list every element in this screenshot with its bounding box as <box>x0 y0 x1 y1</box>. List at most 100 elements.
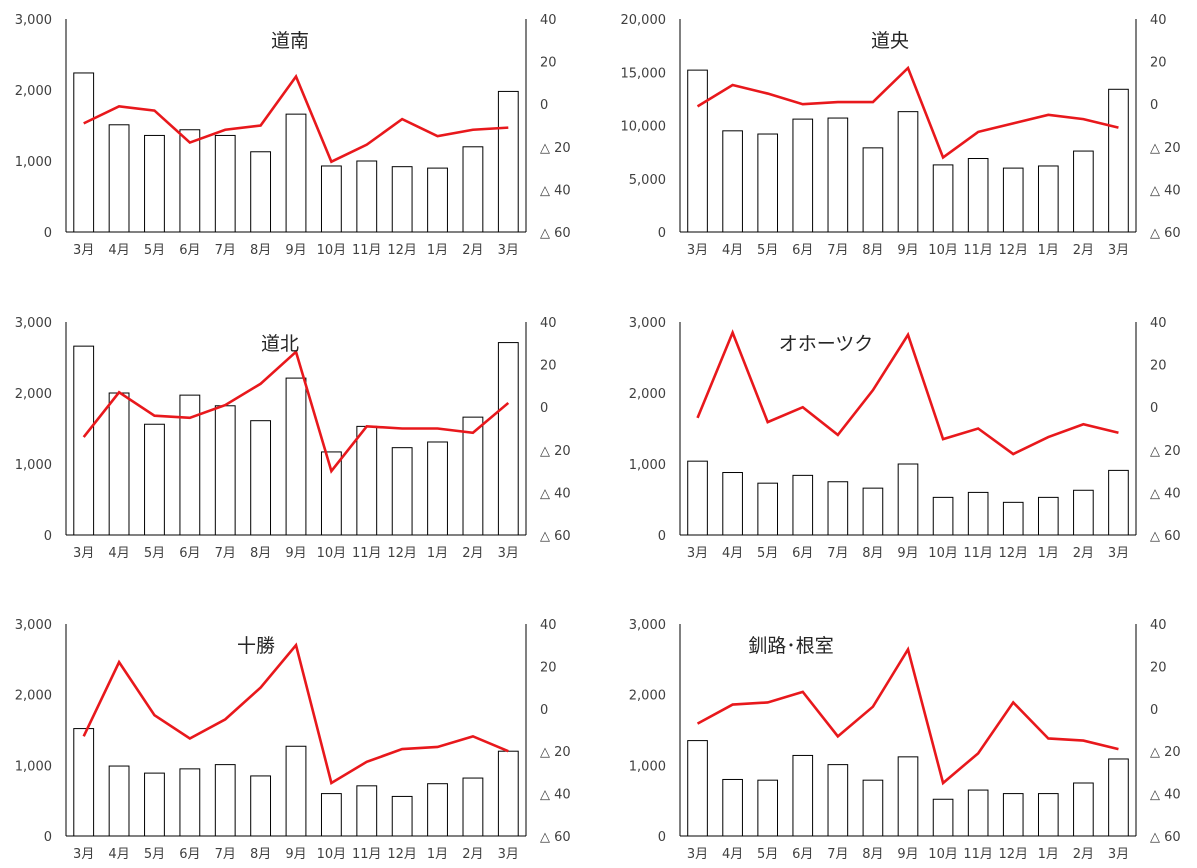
bar <box>862 779 884 837</box>
y2-tick-label: △ 20 <box>540 444 571 459</box>
x-tick-label: 11月 <box>352 546 382 561</box>
bar <box>497 342 519 536</box>
bar <box>897 756 919 837</box>
y2-tick-label: △ 20 <box>1150 444 1181 459</box>
x-tick-label: 6月 <box>179 243 200 258</box>
change-rate-line <box>696 65 1119 160</box>
x-tick-label: 6月 <box>792 243 813 258</box>
y-tick-label: 3,000 <box>15 13 52 28</box>
bar <box>862 487 884 536</box>
y2-tick-label: △ 20 <box>540 745 571 760</box>
y2-tick-label: △ 60 <box>540 226 571 241</box>
y2-tick-label: △ 40 <box>1150 788 1181 803</box>
bar <box>356 785 378 837</box>
change-rate-line <box>696 329 1119 456</box>
chart-title: 道南 <box>271 30 309 52</box>
chart-panel: 0 1,000 2,000 3,000 △ 60 △ 40 △ 20 0 20 40 3月 4月 5月 6… <box>15 13 571 258</box>
bar <box>862 147 884 233</box>
x-tick-label: 12月 <box>998 243 1028 258</box>
bar <box>320 793 342 837</box>
y2-tick-label: 0 <box>540 401 548 416</box>
x-tick-label: 5月 <box>757 546 778 561</box>
x-tick-label: 5月 <box>757 847 778 862</box>
y2-tick-label: △ 60 <box>540 830 571 845</box>
y2-tick-label: △ 40 <box>1150 183 1181 198</box>
bar <box>1073 489 1094 536</box>
bar <box>792 754 814 837</box>
bar <box>757 482 779 536</box>
x-tick-label: 12月 <box>387 847 417 862</box>
bar <box>462 416 484 536</box>
bar <box>1002 167 1024 233</box>
y-tick-label: 2,000 <box>629 387 666 402</box>
x-tick-label: 2月 <box>1073 243 1094 258</box>
x-tick-label: 2月 <box>462 847 483 862</box>
y2-tick-label: 20 <box>1150 660 1167 675</box>
x-tick-label: 11月 <box>352 847 382 862</box>
y-tick-label: 1,000 <box>629 458 666 473</box>
y-tick-label: 15,000 <box>621 66 667 81</box>
bar <box>967 789 989 837</box>
x-tick-label: 4月 <box>108 847 129 862</box>
y-tick-label: 2,000 <box>15 387 52 402</box>
bar <box>214 764 236 837</box>
bar <box>1073 782 1094 837</box>
x-tick-label: 3月 <box>498 546 519 561</box>
x-tick-label: 1月 <box>427 243 448 258</box>
y2-tick-label: △ 60 <box>540 529 571 544</box>
y2-tick-label: 20 <box>1150 359 1167 374</box>
y2-tick-label: △ 20 <box>1150 141 1181 156</box>
bar <box>108 124 130 233</box>
x-tick-label: 10月 <box>928 546 958 561</box>
bar <box>497 750 519 837</box>
x-tick-label: 9月 <box>897 243 918 258</box>
y-tick-label: 1,000 <box>15 458 52 473</box>
x-tick-label: 12月 <box>998 546 1028 561</box>
y-tick-label: 0 <box>658 830 666 845</box>
y-tick-label: 1,000 <box>15 155 52 170</box>
x-tick-label: 10月 <box>317 243 347 258</box>
bar <box>792 118 814 233</box>
chart-panel: 0 1,000 2,000 3,000 △ 60 △ 40 △ 20 0 20 40 3月 4月 5月 6… <box>629 618 1181 862</box>
x-tick-label: 1月 <box>1038 847 1059 862</box>
y2-tick-label: △ 60 <box>1150 830 1181 845</box>
change-rate-line <box>696 646 1119 786</box>
x-tick-label: 11月 <box>963 243 993 258</box>
bar <box>144 134 165 233</box>
bar <box>179 768 201 837</box>
bar <box>391 795 413 837</box>
bar <box>108 765 130 837</box>
bar <box>285 113 307 233</box>
bar <box>214 405 236 536</box>
x-tick-label: 3月 <box>687 546 708 561</box>
bar <box>427 783 448 837</box>
bar <box>932 496 954 536</box>
x-tick-label: 11月 <box>963 847 993 862</box>
chart-panel: 0 1,000 2,000 3,000 △ 60 △ 40 △ 20 0 20 40 3月 4月 5月 6… <box>15 316 571 561</box>
y-tick-label: 3,000 <box>629 316 666 331</box>
y-tick-label: 3,000 <box>629 618 666 633</box>
x-tick-label: 6月 <box>792 546 813 561</box>
bar <box>897 463 919 536</box>
y2-tick-label: 0 <box>1150 703 1158 718</box>
x-tick-label: 6月 <box>179 546 200 561</box>
x-tick-label: 2月 <box>462 243 483 258</box>
y2-tick-label: △ 40 <box>1150 486 1181 501</box>
y2-tick-label: 40 <box>1150 618 1167 633</box>
y2-tick-label: 20 <box>540 660 557 675</box>
chart-title: 道央 <box>871 30 909 52</box>
bar <box>73 72 95 233</box>
bar <box>356 425 378 536</box>
x-tick-label: 5月 <box>757 243 778 258</box>
x-tick-label: 5月 <box>144 546 165 561</box>
x-tick-label: 3月 <box>1108 243 1129 258</box>
y-tick-label: 2,000 <box>629 689 666 704</box>
x-tick-label: 3月 <box>1108 847 1129 862</box>
y2-tick-label: △ 60 <box>1150 226 1181 241</box>
x-tick-label: 1月 <box>1038 243 1059 258</box>
bar <box>214 134 236 233</box>
bar <box>427 167 448 233</box>
y2-tick-label: 40 <box>540 316 557 331</box>
y2-tick-label: 0 <box>1150 98 1158 113</box>
bar <box>722 472 743 536</box>
